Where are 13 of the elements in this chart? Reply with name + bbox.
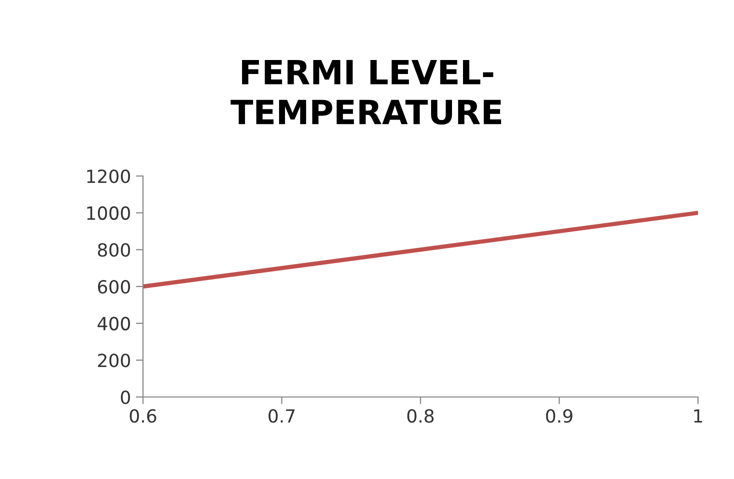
x-tick-label: 0.6 bbox=[130, 409, 156, 423]
y-tick-label: 400 bbox=[98, 316, 130, 330]
y-tick-label: 600 bbox=[98, 280, 130, 294]
x-tick-label: 1 bbox=[694, 409, 702, 423]
x-tick-label: 0.7 bbox=[268, 409, 295, 423]
y-tick-label: 200 bbox=[98, 354, 130, 368]
y-tick-label: 1200 bbox=[87, 169, 130, 184]
x-tick-label: 0.9 bbox=[546, 409, 572, 423]
x-tick-label: 0.8 bbox=[407, 409, 434, 423]
chart-title: FERMI LEVEL- TEMPERATURE bbox=[230, 60, 502, 125]
y-tick-label: 1000 bbox=[87, 206, 130, 220]
y-tick-label: 800 bbox=[98, 243, 130, 257]
y-tick-label: 0 bbox=[120, 390, 130, 404]
